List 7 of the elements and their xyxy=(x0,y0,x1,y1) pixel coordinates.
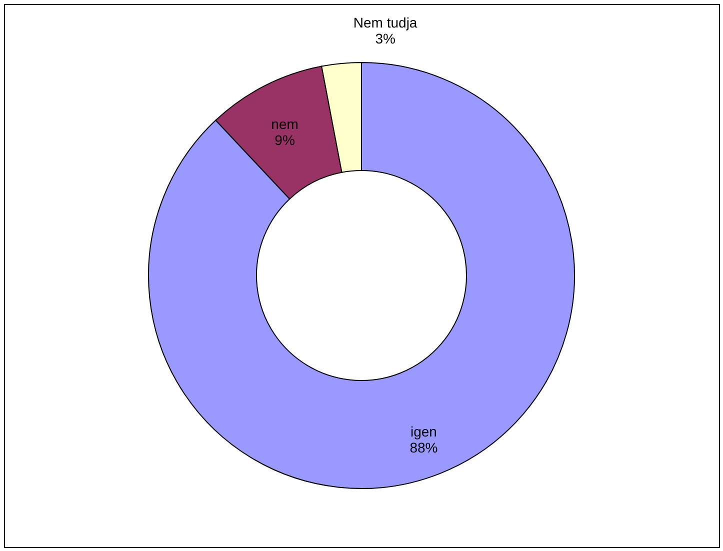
data-label: 88% xyxy=(410,440,438,456)
data-label: 3% xyxy=(375,30,396,47)
data-label: 9% xyxy=(274,132,295,148)
slice-label: Nem tudja xyxy=(353,14,418,31)
slice-label: nem xyxy=(271,116,298,132)
slice-label: igen xyxy=(410,424,437,440)
donut-slice xyxy=(148,62,575,489)
